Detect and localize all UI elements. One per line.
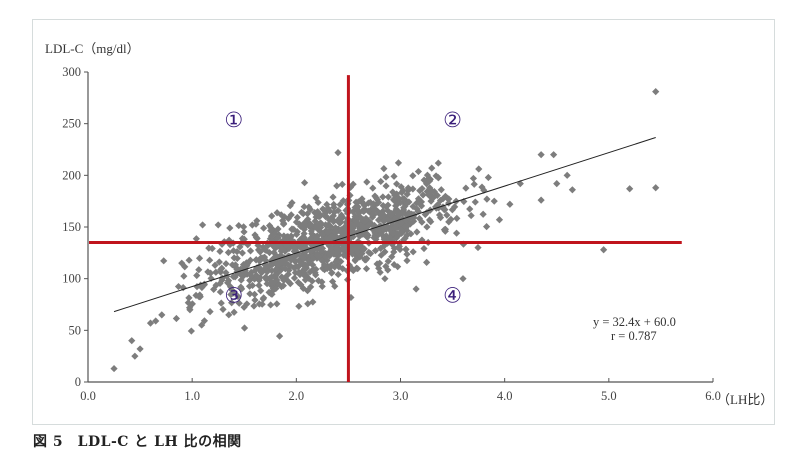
x-tick-label: 3.0 (393, 389, 409, 403)
y-axis-title: LDL-C（mg/dl） (45, 41, 140, 56)
figure-caption: 図 5 LDL-C と LH 比の相関 (33, 434, 242, 450)
axes: 0.0 1.0 2.0 3.0 4.0 5.0 6.0 0 50 100 150 200 250 300 (62, 65, 721, 403)
y-tick-label: 250 (62, 117, 81, 131)
data-points (110, 88, 660, 373)
x-tick-label: 6.0 (705, 389, 721, 403)
x-tick-label: 5.0 (601, 389, 617, 403)
x-tick-label: 1.0 (184, 389, 200, 403)
x-tick-label: 2.0 (289, 389, 305, 403)
regression-equation: y = 32.4x + 60.0 (593, 315, 676, 329)
quadrant-label-2: ② (443, 108, 462, 132)
y-tick-label: 100 (62, 272, 81, 286)
scatter-plot: 0.0 1.0 2.0 3.0 4.0 5.0 6.0050100150200250300 … (45, 41, 773, 407)
y-tick-label: 50 (69, 323, 82, 337)
x-tick-label: 0.0 (80, 389, 96, 403)
y-tick-label: 150 (62, 220, 81, 234)
regression-line (113, 137, 656, 313)
quadrant-label-3: ③ (224, 283, 243, 307)
chart-frame: 0.0 1.0 2.0 3.0 4.0 5.0 6.0 0 50 100 150 200 250 300 … (32, 19, 775, 425)
x-axis-title: （LH比） (717, 392, 773, 407)
quadrant-label-4: ④ (443, 283, 462, 307)
y-tick-label: 200 (62, 168, 81, 182)
quadrant-label-1: ① (224, 108, 243, 132)
quadrant-labels: ① ② ③ ④ (224, 108, 462, 308)
y-tick-label: 0 (75, 375, 81, 389)
correlation-coefficient: r = 0.787 (611, 329, 657, 343)
y-tick-label: 300 (62, 65, 81, 79)
x-tick-label: 4.0 (497, 389, 513, 403)
